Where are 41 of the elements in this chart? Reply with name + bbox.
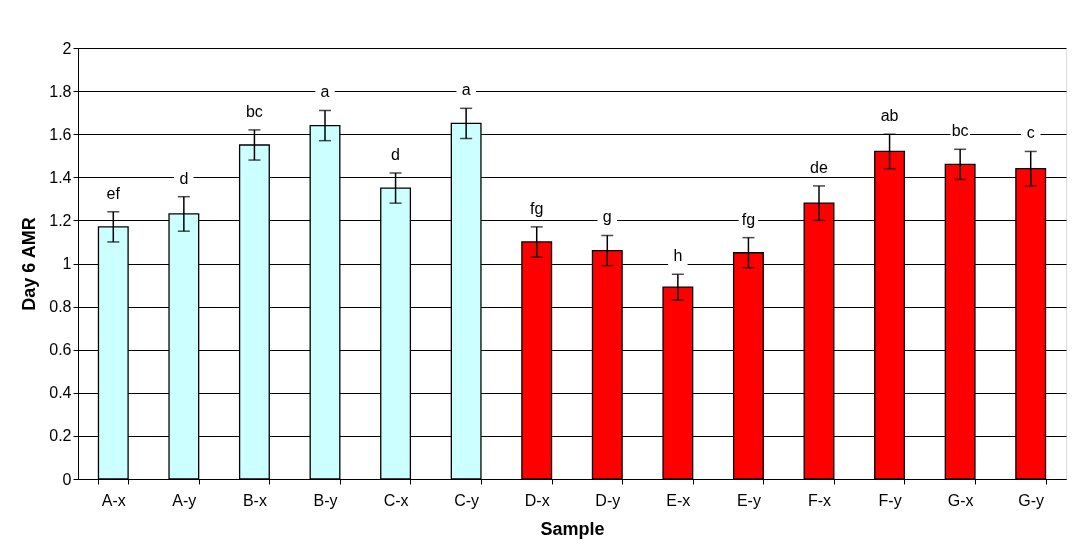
- x-tick-label: F-y: [878, 491, 902, 509]
- annotation: ab: [880, 107, 899, 125]
- annotation: bc: [951, 122, 969, 140]
- annotation: a: [461, 81, 471, 99]
- y-tick-label: 0: [62, 470, 72, 488]
- x-axis-title: Sample: [540, 518, 605, 539]
- x-tick-label: G-y: [1018, 491, 1045, 509]
- x-tick-label: A-y: [172, 491, 197, 509]
- annotation: h: [673, 247, 683, 265]
- y-tick-label: 0.6: [49, 341, 72, 359]
- y-axis-title: Day 6 AMR: [19, 217, 40, 311]
- y-tick-label: 1.8: [49, 82, 72, 100]
- y-tick-label: 1.6: [49, 125, 72, 143]
- annotation: fg: [741, 210, 756, 228]
- y-tick-label: 0.2: [49, 427, 72, 445]
- annotation: a: [320, 83, 330, 101]
- x-tick-label: D-y: [595, 491, 621, 509]
- y-tick-label: 1.4: [49, 168, 72, 186]
- x-tick-label: A-x: [101, 491, 126, 509]
- annotation: c: [1026, 124, 1035, 142]
- x-tick-label: B-y: [313, 491, 338, 509]
- x-tick-label: F-x: [807, 491, 832, 509]
- x-tick-label: G-x: [947, 491, 974, 509]
- y-tick-label: 0.8: [49, 298, 72, 316]
- x-tick-label: D-x: [524, 491, 550, 509]
- annotation: d: [179, 169, 189, 187]
- x-tick-label: C-x: [383, 491, 409, 509]
- annotation: de: [810, 158, 828, 176]
- y-tick-label: 1.2: [49, 211, 72, 229]
- annotation: d: [391, 145, 401, 163]
- x-tick-label: C-y: [454, 491, 480, 509]
- annotation: fg: [530, 199, 544, 217]
- annotation: g: [602, 208, 612, 226]
- y-tick-label: 0.4: [49, 384, 72, 402]
- x-tick-label: B-x: [242, 491, 267, 509]
- x-tick-label: E-x: [666, 491, 691, 509]
- y-tick-label: 2: [62, 39, 72, 57]
- x-tick-label: E-y: [736, 491, 761, 509]
- annotation: bc: [245, 102, 263, 120]
- annotation: ef: [106, 184, 121, 202]
- y-tick-label: 1: [62, 255, 72, 272]
